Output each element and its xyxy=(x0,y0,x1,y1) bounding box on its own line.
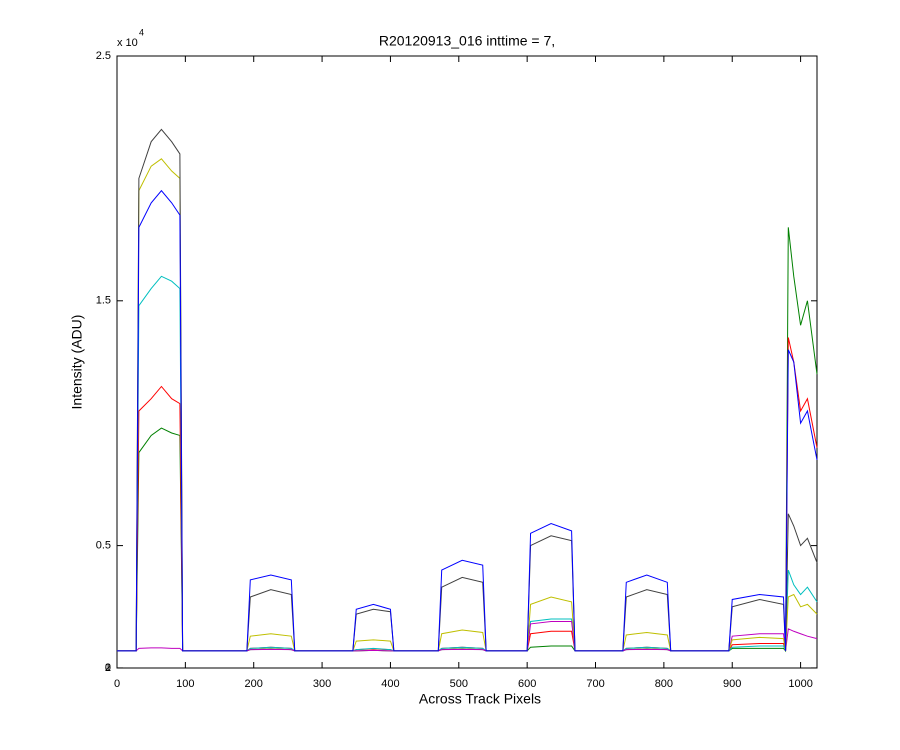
y-axis-label: Intensity (ADU) xyxy=(69,315,85,410)
x-tick-label: 0 xyxy=(114,678,120,690)
x-tick-label: 400 xyxy=(381,678,399,690)
x-axis-label: Across Track Pixels xyxy=(419,691,541,707)
plot-frame xyxy=(116,55,818,669)
y-multiplier-exponent: 4 xyxy=(139,27,144,37)
x-tick-label: 500 xyxy=(450,678,468,690)
y-tick-label: 1.5 xyxy=(96,295,111,307)
y-tick-label: 0 xyxy=(105,662,111,674)
y-tick-label: 0.5 xyxy=(96,540,111,552)
y-multiplier: x 10 xyxy=(117,37,138,49)
x-tick-label: 700 xyxy=(586,678,604,690)
x-tick-label: 800 xyxy=(655,678,673,690)
x-tick-label: 1000 xyxy=(788,678,812,690)
x-tick-label: 100 xyxy=(176,678,194,690)
x-tick-label: 900 xyxy=(723,678,741,690)
x-tick-label: 600 xyxy=(518,678,536,690)
x-tick-label: 300 xyxy=(313,678,331,690)
y-tick-label: 2 xyxy=(105,662,111,674)
y-tick-label: 1 xyxy=(105,662,111,674)
x-tick-label: 200 xyxy=(245,678,263,690)
y-tick-label: 2.5 xyxy=(96,50,111,62)
chart-title: R20120913_016 inttime = 7, xyxy=(379,33,555,49)
series-line xyxy=(117,189,818,652)
